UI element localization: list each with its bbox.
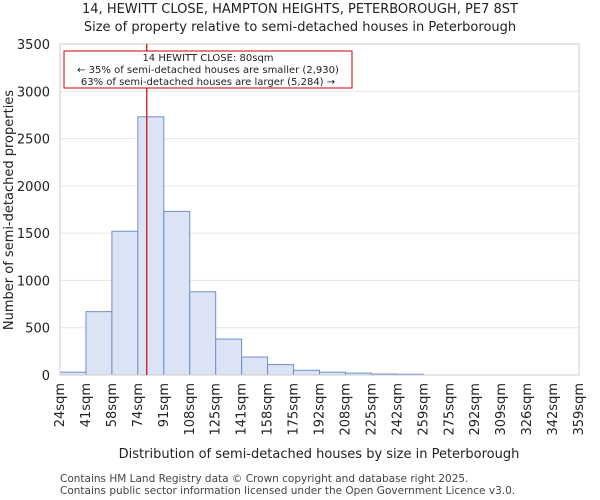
- x-tick-labels: 24sqm 41sqm 58sqm 74sqm 91sqm 108sqm 125sqm 141…: [53, 383, 587, 436]
- bar-158sqm: [267, 364, 295, 376]
- bar-175sqm: [293, 369, 320, 376]
- x-tick-208sqm: 208sqm: [338, 383, 353, 436]
- bar-125sqm: [215, 338, 243, 376]
- bars-group: [59, 116, 424, 376]
- x-tick-108sqm: 108sqm: [183, 383, 198, 436]
- x-tick-141sqm: 141sqm: [235, 383, 250, 436]
- x-tick-359sqm: 359sqm: [572, 383, 587, 436]
- bar-108sqm: [189, 291, 217, 376]
- x-tick-292sqm: 292sqm: [468, 383, 483, 436]
- x-tick-41sqm: 41sqm: [79, 383, 94, 427]
- y-tick-3000: 3000: [17, 85, 50, 100]
- x-tick-58sqm: 58sqm: [105, 383, 120, 427]
- footer-line1: Contains HM Land Registry data © Crown c…: [60, 473, 468, 485]
- bar-141sqm: [241, 356, 269, 376]
- y-tick-500: 500: [25, 322, 50, 337]
- annotation-box: [63, 50, 353, 89]
- footer-line2: Contains public sector information licen…: [60, 485, 515, 497]
- x-tick-326sqm: 326sqm: [520, 383, 535, 436]
- bar-91sqm: [163, 210, 191, 376]
- bar-41sqm: [85, 311, 113, 376]
- x-tick-242sqm: 242sqm: [390, 383, 405, 436]
- annotation-line3: 63% of semi-detached houses are larger (…: [81, 77, 335, 88]
- x-tick-158sqm: 158sqm: [261, 383, 276, 436]
- chart-title-line1: 14, HEWITT CLOSE, HAMPTON HEIGHTS, PETER…: [82, 2, 518, 17]
- x-tick-175sqm: 175sqm: [287, 383, 302, 436]
- x-tick-309sqm: 309sqm: [494, 383, 509, 436]
- y-tick-2000: 2000: [17, 180, 50, 195]
- x-tick-91sqm: 91sqm: [157, 383, 172, 427]
- x-tick-275sqm: 275sqm: [442, 383, 457, 436]
- chart-title-line2: Size of property relative to semi-detach…: [84, 20, 516, 35]
- plot-frame: [59, 43, 580, 376]
- x-tick-74sqm: 74sqm: [131, 383, 146, 427]
- x-tick-225sqm: 225sqm: [364, 383, 379, 436]
- x-tick-192sqm: 192sqm: [313, 383, 328, 436]
- y-tick-labels: 0 500 1000 1500 2000 2500 3000 3500: [17, 38, 50, 384]
- annotation-line1: 14 HEWITT CLOSE: 80sqm: [142, 53, 273, 64]
- y-axis-label: Number of semi-detached properties: [2, 90, 17, 330]
- annotation-line2: ← 35% of semi-detached houses are smalle…: [77, 65, 339, 76]
- bar-74sqm: [137, 116, 165, 376]
- x-tick-259sqm: 259sqm: [416, 383, 431, 436]
- y-tick-2500: 2500: [17, 133, 50, 148]
- x-tick-24sqm: 24sqm: [53, 383, 68, 427]
- x-tick-342sqm: 342sqm: [546, 383, 561, 436]
- y-tick-0: 0: [42, 369, 50, 384]
- x-tick-125sqm: 125sqm: [209, 383, 224, 436]
- y-tick-3500: 3500: [17, 38, 50, 53]
- y-tick-1000: 1000: [17, 274, 50, 289]
- bar-58sqm: [111, 230, 139, 376]
- y-tick-1500: 1500: [17, 227, 50, 242]
- x-axis-label: Distribution of semi-detached houses by …: [119, 447, 520, 462]
